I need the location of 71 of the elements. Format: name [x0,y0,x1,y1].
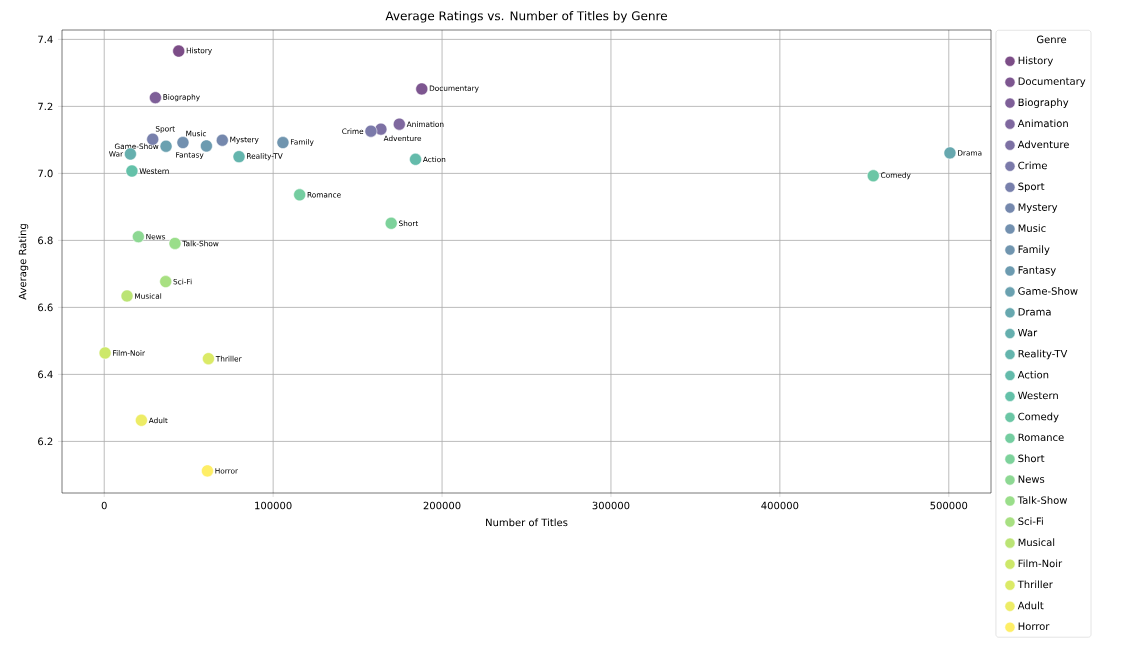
x-tick-label: 100000 [255,501,292,510]
point [201,464,214,478]
legend-label: Sport [1018,182,1045,193]
point [98,346,112,360]
legend-label: Comedy [1018,412,1059,423]
y-tick-label: 6.2 [38,437,53,446]
point [132,230,145,243]
x-axis-title: Number of Titles [486,518,568,527]
legend-label: Drama [1018,308,1051,316]
legend-label: Adventure [1017,140,1069,149]
point [293,188,306,202]
point [216,133,229,147]
y-tick-label: 7.2 [38,102,53,111]
legend-label: Music [1018,224,1046,232]
x-tick-label: 0 [101,501,107,510]
legend-label: History [1018,56,1053,67]
point [393,117,406,131]
legend-label: Western [1018,391,1058,400]
point [232,150,246,163]
legend-label: Horror [1018,622,1050,631]
y-tick-label: 7.0 [38,169,53,178]
y-axis-title: Average Rating [18,224,29,300]
point [364,124,378,138]
point [159,139,173,153]
point [943,146,957,160]
legend-label: Musical [1018,538,1055,547]
point [149,91,162,104]
legend-label: Thriller [1017,580,1053,589]
point [125,164,139,178]
legend-label: Reality-TV [1018,349,1068,360]
legend-label: Mystery [1018,203,1058,213]
point [374,122,388,136]
legend-label: Romance [1018,433,1064,442]
legend-label: Fantasy [1018,266,1056,276]
point [135,414,148,427]
x-tick-label: 200000 [423,501,461,510]
point [384,217,398,230]
y-tick-label: 6.8 [38,236,53,245]
legend-label: Game-Show [1018,287,1078,295]
x-tick-label: 300000 [592,501,630,510]
point [176,136,190,149]
legend-label: Adult [1017,601,1044,610]
point [159,275,172,288]
y-tick-label: 7.4 [38,35,53,44]
legend-label: Crime [1018,161,1047,170]
point [867,169,880,183]
legend-title: Genre [1036,35,1067,44]
point [168,237,182,250]
legend-label: Family [1018,245,1050,255]
legend-label: War [1018,328,1038,337]
legend-label: Sci-Fi [1018,517,1043,526]
legend-label: Action [1017,370,1049,379]
point [276,136,290,149]
point [415,82,429,96]
legend-label: Animation [1017,119,1068,128]
y-tick-label: 6.6 [38,303,53,312]
y-tick-label: 6.4 [38,370,53,379]
point [409,153,422,166]
x-tick-label: 500000 [930,501,968,510]
point [200,139,213,153]
legend-label: News [1018,475,1045,483]
legend-label: Biography [1018,98,1069,108]
point [120,289,134,303]
legend-label: Talk-Show [1017,496,1068,504]
legend-label: Documentary [1018,77,1086,87]
point [202,352,215,365]
chart-title: Average Ratings vs. Number of Titles by Genre [385,11,667,23]
point [172,44,185,58]
x-tick-label: 400000 [761,501,799,510]
legend-label: Short [1018,454,1045,463]
legend-label: Film-Noir [1018,559,1063,568]
